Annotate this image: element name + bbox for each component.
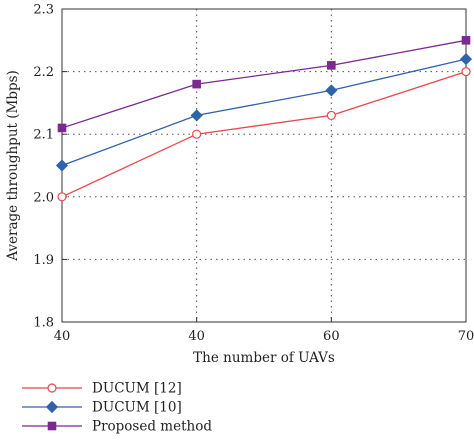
y-axis-label: Average throughput (Mbps) — [5, 70, 21, 262]
data-point — [327, 61, 336, 70]
legend-item: Proposed method — [22, 419, 212, 435]
series-line — [61, 39, 467, 129]
x-tick-label: 40 — [54, 329, 71, 344]
legend-marker — [47, 421, 57, 431]
y-tick-label: 1.9 — [33, 253, 54, 268]
series-diamond — [55, 53, 473, 172]
legend: DUCUM [12] DUCUM [10] Proposed method — [22, 381, 212, 435]
series-circle — [57, 66, 471, 202]
legend-marker — [45, 400, 59, 414]
data-point — [57, 123, 67, 133]
series-square — [57, 36, 471, 133]
data-point — [325, 84, 338, 97]
y-tick-label: 1.8 — [33, 316, 54, 331]
data-point — [55, 159, 69, 172]
data-point — [461, 36, 471, 45]
legend-marker — [47, 383, 57, 393]
data-point — [326, 110, 336, 121]
x-tick-label: 60 — [323, 329, 340, 344]
series-line — [61, 58, 467, 167]
data-point — [190, 109, 203, 122]
legend-label: DUCUM [10] — [92, 400, 182, 416]
x-axis-ticks: 40 40 60 70 — [54, 317, 474, 344]
grid-lines — [62, 9, 466, 322]
x-tick-label: 40 — [188, 329, 205, 344]
legend-label: DUCUM [12] — [92, 381, 182, 397]
legend-label: Proposed method — [92, 419, 212, 435]
legend-item: DUCUM [10] — [22, 400, 182, 416]
y-tick-label: 2.0 — [33, 190, 54, 205]
plot-area-frame — [61, 8, 467, 323]
x-axis-label: The number of UAVs — [193, 350, 335, 366]
data-point — [57, 192, 67, 202]
y-axis-ticks: 1.8 1.9 2.0 2.1 2.2 2.3 — [33, 3, 67, 331]
data-point — [192, 79, 201, 89]
y-tick-label: 2.3 — [33, 3, 54, 18]
x-tick-label: 70 — [458, 329, 474, 344]
data-point — [192, 129, 202, 139]
legend-item: DUCUM [12] — [22, 381, 182, 397]
data-point — [459, 53, 473, 66]
data-series — [55, 36, 473, 202]
y-tick-label: 2.1 — [33, 128, 54, 143]
data-point — [461, 66, 471, 77]
series-line — [61, 70, 467, 198]
y-tick-label: 2.2 — [33, 65, 54, 80]
